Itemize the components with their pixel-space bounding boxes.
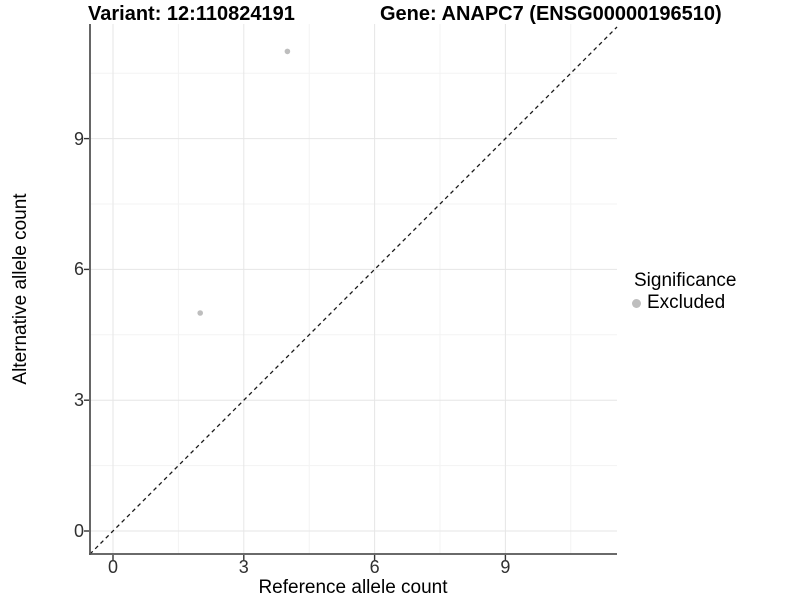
x-tick-label: 6	[369, 557, 380, 577]
y-tick-label: 3	[73, 390, 84, 411]
x-axis-title: Reference allele count	[258, 577, 448, 598]
x-tick-label: 0	[107, 557, 118, 577]
y-tick-label: 0	[73, 521, 84, 541]
legend: Significance Excluded	[632, 270, 736, 313]
legend-item-excluded: Excluded	[632, 292, 736, 313]
legend-item-label: Excluded	[647, 292, 726, 313]
x-tick-label: 3	[238, 557, 249, 577]
data-point	[197, 310, 203, 316]
x-tick-label: 9	[500, 557, 511, 577]
identity-line	[89, 26, 618, 555]
plot-title-gene: Gene: ANAPC7 (ENSG00000196510)	[380, 3, 722, 25]
y-tick-label: 6	[73, 259, 84, 280]
y-tick-label: 9	[73, 128, 84, 149]
data-point	[284, 48, 291, 55]
y-axis-title: Alternative allele count	[10, 193, 31, 385]
excluded-point-icon	[632, 298, 641, 308]
plot-title-variant: Variant: 12:110824191	[88, 3, 295, 25]
legend-title: Significance	[634, 270, 737, 291]
